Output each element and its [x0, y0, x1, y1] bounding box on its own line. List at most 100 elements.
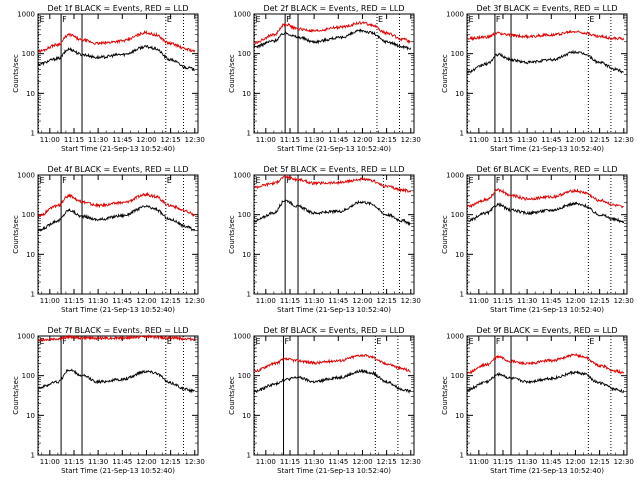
event-marker-label: E: [469, 337, 474, 346]
y-tick-label: 1000: [17, 333, 35, 341]
y-tick-label: 1: [247, 130, 251, 138]
y-tick-label: 100: [451, 372, 464, 380]
event-marker-label: E: [469, 15, 474, 24]
x-tick-label: 11:45: [541, 297, 561, 305]
lld-series-line: [38, 334, 196, 342]
x-tick-label: 11:45: [328, 297, 348, 305]
x-tick-label: 12:00: [565, 297, 585, 305]
plot-frame: [37, 13, 199, 134]
x-tick-label: 12:15: [377, 297, 397, 305]
y-tick-label: 100: [451, 50, 464, 58]
y-tick-label: 1000: [17, 172, 35, 180]
x-tick-label: 12:15: [590, 458, 610, 466]
x-axis-label: Start Time (21-Sep-13 10:52:40): [277, 467, 391, 475]
x-tick-label: 11:45: [541, 136, 561, 144]
y-axis-label: Counts/sec: [228, 54, 236, 93]
x-tick-label: 11:00: [40, 136, 60, 144]
y-tick-label: 1: [460, 130, 464, 138]
x-tick-label: 11:00: [469, 297, 489, 305]
x-tick-label: 11:15: [64, 297, 84, 305]
plot-frame: [253, 335, 415, 456]
y-tick-label: 1000: [446, 333, 464, 341]
event-marker-label: E: [256, 337, 261, 346]
panel-title: Det 8f BLACK = Events, RED = LLD: [263, 326, 404, 335]
y-tick-label: 1000: [446, 172, 464, 180]
y-tick-label: 1: [31, 291, 35, 299]
x-tick-label: 11:45: [328, 458, 348, 466]
x-tick-label: 11:00: [40, 458, 60, 466]
x-tick-label: 12:30: [185, 136, 205, 144]
x-tick-label: 11:45: [541, 458, 561, 466]
x-tick-label: 12:30: [614, 136, 634, 144]
y-tick-label: 100: [238, 50, 251, 58]
y-tick-label: 10: [455, 251, 464, 259]
event-marker-label: F: [286, 15, 291, 24]
x-tick-label: 11:30: [517, 458, 537, 466]
x-tick-label: 12:30: [614, 297, 634, 305]
event-marker-label: E: [256, 15, 261, 24]
x-tick-label: 11:15: [493, 136, 513, 144]
y-tick-label: 10: [242, 412, 251, 420]
x-tick-label: 12:00: [352, 458, 372, 466]
x-tick-label: 12:30: [401, 458, 421, 466]
event-marker-label: F: [285, 337, 290, 346]
x-tick-label: 11:45: [112, 136, 132, 144]
lld-series-line: [467, 29, 625, 42]
x-axis-label: Start Time (21-Sep-13 10:52:40): [61, 306, 175, 314]
x-tick-label: 11:15: [493, 297, 513, 305]
y-axis-label: Counts/sec: [228, 376, 236, 415]
events-series-line: [467, 370, 625, 394]
x-tick-label: 11:00: [256, 458, 276, 466]
plot-frame: [37, 335, 199, 456]
panel-7: Det 7f BLACK = Events, RED = LLD 1 10 100 10…: [12, 326, 205, 475]
y-tick-label: 100: [22, 372, 35, 380]
x-tick-label: 11:00: [469, 136, 489, 144]
x-tick-label: 11:15: [64, 136, 84, 144]
y-tick-label: 1: [31, 130, 35, 138]
x-axis-label: Start Time (21-Sep-13 10:52:40): [277, 306, 391, 314]
plot-frame: [253, 13, 415, 134]
y-axis-label: Counts/sec: [441, 54, 449, 93]
x-tick-label: 11:00: [256, 297, 276, 305]
y-tick-label: 1: [460, 291, 464, 299]
x-tick-label: 11:30: [517, 297, 537, 305]
events-series-line: [38, 368, 195, 394]
x-tick-label: 12:00: [352, 297, 372, 305]
x-tick-label: 11:30: [88, 297, 108, 305]
panel-title: Det 7f BLACK = Events, RED = LLD: [47, 326, 188, 335]
event-marker-label: F: [286, 176, 291, 185]
x-tick-label: 11:30: [304, 136, 324, 144]
x-tick-label: 11:45: [112, 458, 132, 466]
y-tick-label: 100: [22, 211, 35, 219]
lld-series-line: [254, 21, 411, 45]
y-tick-label: 1: [247, 291, 251, 299]
lld-series-line: [467, 188, 624, 209]
event-marker-label: E: [378, 15, 383, 24]
panel-4: Det 4f BLACK = Events, RED = LLD 1 10 100 10…: [12, 165, 205, 314]
event-marker-label: E: [167, 15, 172, 24]
event-marker-label: E: [589, 15, 594, 24]
x-tick-label: 11:15: [280, 458, 300, 466]
panel-title: Det 1f BLACK = Events, RED = LLD: [47, 4, 188, 13]
plot-frame: [466, 335, 628, 456]
event-marker-label: E: [589, 337, 594, 346]
x-tick-label: 11:15: [280, 136, 300, 144]
event-marker-label: F: [62, 176, 67, 185]
panel-title: Det 3f BLACK = Events, RED = LLD: [476, 4, 617, 13]
x-tick-label: 12:00: [352, 136, 372, 144]
y-axis-label: Counts/sec: [441, 215, 449, 254]
x-tick-label: 11:15: [493, 458, 513, 466]
panel-9: Det 9f BLACK = Events, RED = LLD 1 10 100 10…: [441, 326, 634, 475]
x-tick-label: 12:30: [401, 297, 421, 305]
y-tick-label: 1000: [233, 172, 251, 180]
panel-8: Det 8f BLACK = Events, RED = LLD 1 10 100 10…: [228, 326, 421, 475]
plot-frame: [37, 174, 199, 295]
x-axis-label: Start Time (21-Sep-13 10:52:40): [277, 145, 391, 153]
y-axis-label: Counts/sec: [12, 376, 20, 415]
x-tick-label: 12:15: [590, 297, 610, 305]
x-tick-label: 11:00: [256, 136, 276, 144]
x-tick-label: 12:30: [614, 458, 634, 466]
x-tick-label: 12:15: [161, 458, 181, 466]
x-axis-label: Start Time (21-Sep-13 10:52:40): [490, 306, 604, 314]
x-tick-label: 11:30: [88, 458, 108, 466]
